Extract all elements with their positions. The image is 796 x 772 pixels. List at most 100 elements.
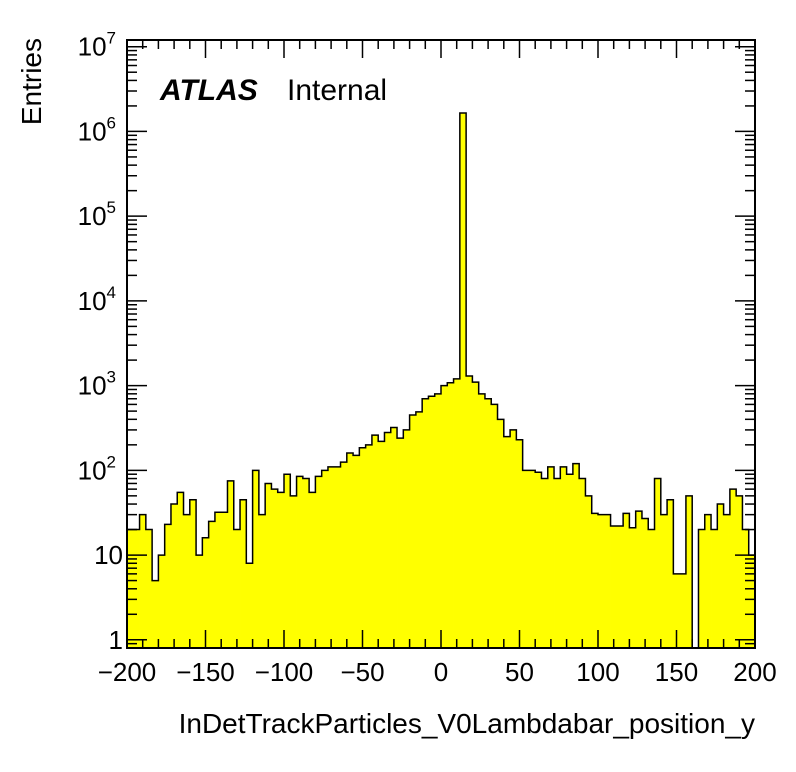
y-tick-label: 106 [78,113,116,146]
histogram-bin [365,444,373,648]
axis-ticks [126,40,756,649]
histogram-bin [441,385,448,648]
histogram-bin [673,573,681,648]
histogram-bin [152,580,159,648]
histogram-bin [415,411,423,648]
histogram-bin [434,393,442,648]
histogram-bin [221,512,228,648]
x-tick-label: −50 [340,657,384,687]
histogram-bin [579,478,586,648]
histogram-bin [484,398,492,648]
histogram-bin [397,438,404,648]
histogram-bin [346,453,354,648]
histogram-bin [196,555,203,648]
histogram-bin [258,514,266,648]
histogram-bin [271,489,279,648]
y-axis-title: Entries [16,38,47,125]
y-tick-label: 104 [78,283,116,316]
histogram-bin [290,495,297,648]
histogram-bin [327,466,335,648]
histogram-bin [277,492,285,648]
histogram-bin [610,526,618,648]
histogram-bin [466,375,473,648]
histogram-bin [428,396,436,648]
histogram-bin [359,447,367,648]
histogram-bin [145,529,153,648]
histogram-bin [623,513,630,648]
histogram-bin [516,439,524,648]
histogram-bin [510,429,517,648]
histogram-bin [491,404,498,648]
histogram-bin [315,476,323,648]
y-tick-labels: 1 10 102 103 104 105 106 107 [78,29,123,655]
histogram-bin [729,489,737,648]
histogram-bin [717,504,724,648]
histogram-bin [309,492,316,648]
histogram-bin [139,514,147,648]
histogram-bin [554,478,561,648]
histogram-bin [522,470,530,648]
histogram-bin [240,499,247,648]
histogram-bin [591,513,599,648]
y-tick-label: 102 [78,452,116,485]
histogram-bin [183,514,191,648]
histogram-bin [252,470,260,648]
histogram-bin [667,499,674,648]
histogram-bin [566,474,574,648]
histogram-bin [177,492,184,648]
x-tick-label: −200 [98,657,157,687]
histogram-bin [497,419,505,648]
histogram-bin [585,495,593,648]
x-tick-labels: −200 −150 −100 −50 0 50 100 150 200 [98,657,777,687]
atlas-label: ATLAS [159,74,258,107]
plot-frame [126,39,756,649]
histogram-bin [598,514,605,648]
histogram-bin [459,113,467,648]
histogram-bin [321,470,329,648]
histogram-bin [711,529,718,648]
histogram-bin [541,478,549,648]
y-tick-label: 105 [78,198,116,231]
histogram-bin [447,382,454,648]
histogram-bin [748,555,756,648]
histogram-bin [214,512,222,648]
histogram-bin [158,555,166,648]
histogram-bin [503,436,511,648]
histogram-bin [302,478,310,648]
histogram-bin [246,563,253,648]
histogram-bin [265,483,272,648]
x-tick-label: 200 [733,657,776,687]
histogram-bin [572,463,580,648]
histogram-bin [604,514,611,648]
histogram-bars [127,113,756,648]
histogram-bin [641,518,649,648]
histogram-bin [371,435,379,648]
histogram-bin [535,472,542,648]
histogram-bin [654,478,662,648]
histogram-bin [227,480,235,648]
histogram-bin [723,514,731,648]
histogram-bin [422,398,429,648]
histogram-bin [635,511,643,648]
histogram-bin [736,495,743,648]
y-tick-label: 10 [94,540,123,570]
histogram-bin [472,382,480,648]
histogram-bin [560,466,567,648]
histogram-outline [127,112,755,649]
histogram-bin [284,474,291,648]
histogram-bin [629,527,637,648]
histogram-bin [202,537,210,648]
x-axis-title: InDetTrackParticles_V0Lambdabar_position… [179,708,755,739]
histogram-bin [189,499,197,648]
histogram-bin [208,521,216,648]
x-tick-label: 0 [434,657,448,687]
histogram-bin [334,466,341,648]
histogram-bin [679,573,687,648]
internal-label: Internal [287,74,387,107]
y-tick-label: 1 [109,625,123,655]
histogram-bin [648,529,655,648]
histogram-bin [164,524,172,648]
histogram-bin [170,504,178,648]
histogram-bin [353,455,360,648]
